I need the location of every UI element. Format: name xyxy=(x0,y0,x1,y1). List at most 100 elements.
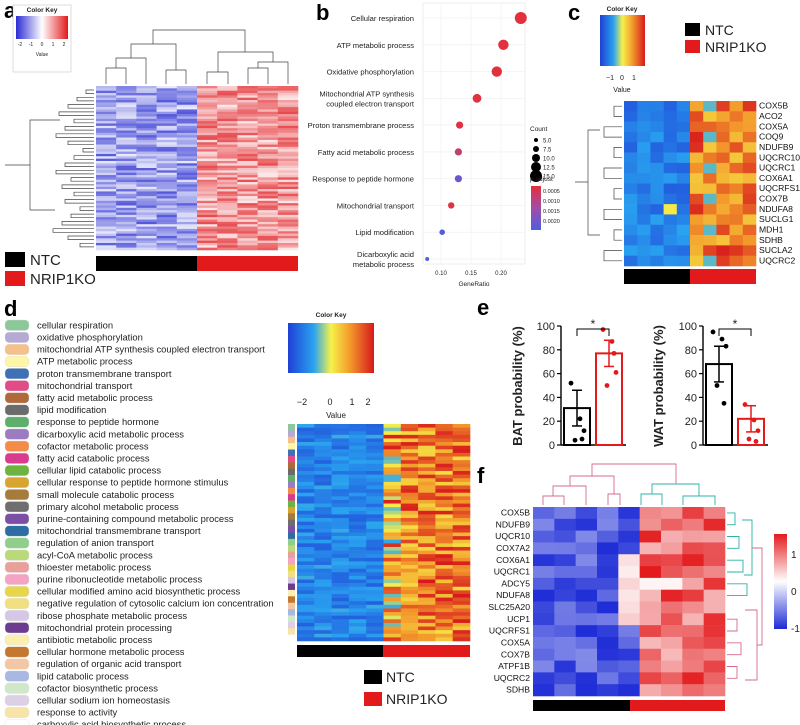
panel-a-heatmap-cell xyxy=(197,102,218,106)
panel-b-count-legend-label: 7.5 xyxy=(543,148,552,154)
panel-d-heatmap-cell xyxy=(348,528,367,533)
panel-c-row-dendrogram-branch xyxy=(613,188,622,200)
panel-a-heatmap-cell xyxy=(156,228,178,232)
panel-d-heatmap-cell xyxy=(435,597,453,602)
panel-d-sidebar-segment xyxy=(288,551,295,559)
panel-a-heatmap-cell xyxy=(136,97,157,101)
panel-d-heatmap-cell xyxy=(435,489,453,494)
panel-a-heatmap-cell xyxy=(197,217,218,220)
panel-a-heatmap-cell xyxy=(237,224,258,227)
panel-a-heatmap-cell xyxy=(96,172,117,176)
panel-d-heatmap-cell xyxy=(418,615,436,620)
panel-a-heatmap-cell xyxy=(136,137,157,141)
panel-a-heatmap-cell xyxy=(176,90,198,94)
panel-a-heatmap-cell xyxy=(156,123,178,127)
panel-d-term-label: response to peptide hormone xyxy=(37,416,159,427)
panel-d-term-swatch xyxy=(4,549,30,561)
panel-a-heatmap-cell xyxy=(277,102,299,106)
panel-a-heatmap-cell xyxy=(217,149,238,152)
panel-d-heatmap-cell xyxy=(297,619,315,624)
panel-a-heatmap-cell xyxy=(176,121,198,124)
panel-d-heatmap-cell xyxy=(418,601,436,606)
panel-d-heatmap-cell xyxy=(400,442,419,446)
panel-a-heatmap-cell xyxy=(116,109,137,113)
panel-c-heatmap-cell xyxy=(650,204,664,215)
panel-a-heatmap-cell xyxy=(217,168,238,171)
panel-d-heatmap-cell xyxy=(418,568,436,573)
panel-d-heatmap-cell xyxy=(435,583,453,588)
panel-a-heatmap-cell xyxy=(176,130,198,134)
panel-d-heatmap-cell xyxy=(383,561,402,566)
panel-d-heatmap-cell xyxy=(314,557,332,562)
panel-d-heatmap-cell xyxy=(297,521,315,526)
panel-f-heatmap-cell xyxy=(554,577,576,590)
panel-d-heatmap-cell xyxy=(331,637,350,642)
panel-a-heatmap-cell xyxy=(96,182,117,185)
panel-d-heatmap-cell xyxy=(383,575,402,580)
panel-f-heatmap-cell xyxy=(597,530,619,543)
panel-d-heatmap-cell xyxy=(435,575,453,580)
panel-d-heatmap-cell xyxy=(383,615,402,620)
panel-d-heatmap-cell xyxy=(366,568,384,573)
panel-c-heatmap-cell xyxy=(729,224,744,236)
panel-a-heatmap-cell xyxy=(176,139,198,143)
panel-d-heatmap-cell xyxy=(348,550,367,555)
panel-d-heatmap-cell xyxy=(383,518,402,522)
panel-a-heatmap-cell xyxy=(96,97,117,101)
panel-c-heatmap-cell xyxy=(742,152,757,164)
panel-d-term-swatch xyxy=(4,610,30,622)
panel-c-heatmap-cell xyxy=(650,245,664,256)
panel-d-heatmap-cell xyxy=(366,474,384,479)
panel-c-heatmap-cell xyxy=(663,173,678,184)
panel-c-heatmap-cell xyxy=(676,245,691,256)
panel-a-heatmap-cell xyxy=(217,144,238,148)
panel-d-sidebar-segment xyxy=(288,462,295,469)
panel-a-heatmap-cell xyxy=(136,177,157,181)
panel-e-data-point xyxy=(719,336,725,342)
panel-a-heatmap-cell xyxy=(237,109,258,113)
panel-a-heatmap-cell xyxy=(197,214,218,218)
panel-a-heatmap-cell xyxy=(176,125,198,129)
panel-d-heatmap-cell xyxy=(452,597,471,602)
panel-d-heatmap-cell xyxy=(314,449,332,454)
panel-a-heatmap-cell xyxy=(277,121,299,124)
panel-a-heatmap-cell xyxy=(116,102,137,106)
panel-d-heatmap-cell xyxy=(383,590,402,595)
panel-f-heatmap-cell xyxy=(554,601,576,614)
panel-f-gene-labels: COX5BNDUFB9UQCR10COX7A2COX6A1UQCRC1ADCY5… xyxy=(488,508,530,695)
panel-d-heatmap-cell xyxy=(348,434,367,439)
panel-d-heatmap-cell xyxy=(435,424,453,428)
panel-f-heatmap-cell xyxy=(575,507,598,520)
panel-a-heatmap-cell xyxy=(237,196,258,199)
panel-e-data-point xyxy=(577,416,583,422)
panel-a-heatmap-cell xyxy=(176,231,198,234)
panel-a-heatmap-cell xyxy=(237,128,258,131)
panel-f-gene-label: UQCRFS1 xyxy=(489,626,530,636)
panel-d-heatmap-cell xyxy=(435,554,453,559)
panel-a-heatmap-cell xyxy=(156,88,178,91)
panel-d-heatmap-cell xyxy=(435,427,453,432)
panel-a-heatmap-cell xyxy=(156,165,178,169)
panel-a-heatmap-cell xyxy=(96,224,117,227)
panel-a-heatmap-cell xyxy=(136,175,157,178)
panel-c-heatmap-cell xyxy=(663,142,678,153)
panel-c-gene-label: UQCRC2 xyxy=(759,255,796,265)
panel-d-heatmap-cell xyxy=(331,597,350,602)
panel-f-heatmap-cell xyxy=(618,507,640,520)
panel-c-gene-label: UQCRC1 xyxy=(759,163,796,173)
panel-d-heatmap-cell xyxy=(400,612,419,616)
panel-d-term-swatch xyxy=(4,319,30,331)
panel-a-heatmap-cell xyxy=(237,184,258,188)
panel-c-heatmap-cell xyxy=(742,235,757,246)
panel-a-heatmap-cell xyxy=(217,221,238,225)
panel-a-row-dendrogram-branch xyxy=(82,148,94,153)
panel-d-heatmap-cell xyxy=(435,449,453,454)
panel-f-heatmap-cell xyxy=(533,566,555,579)
panel-c-heatmap-cell xyxy=(742,245,757,256)
panel-f-heatmap-cell xyxy=(533,672,555,685)
panel-a-heatmap-cell xyxy=(237,226,258,230)
panel-d-heatmap-cell xyxy=(418,597,436,602)
panel-a-heatmap-cell xyxy=(176,214,198,218)
panel-a-heatmap-cell xyxy=(217,205,238,209)
panel-d-heatmap-cell xyxy=(400,626,419,631)
